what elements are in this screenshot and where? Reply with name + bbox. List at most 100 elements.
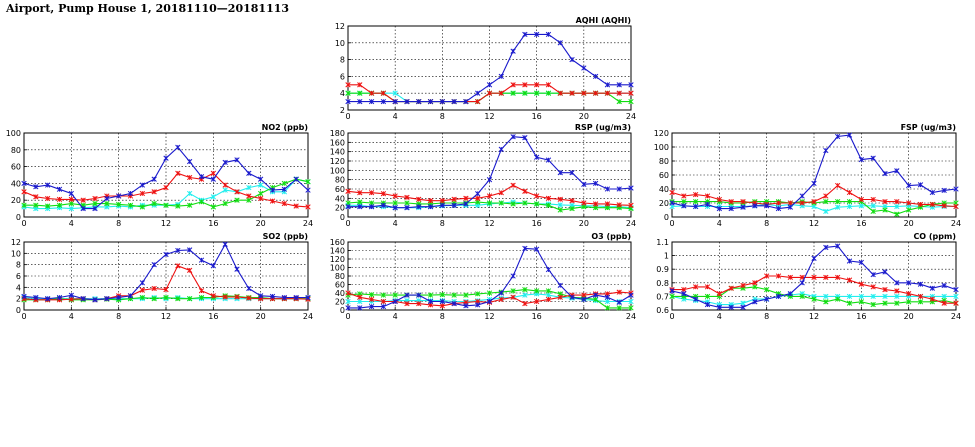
data-point (534, 201, 540, 207)
data-point (151, 262, 157, 268)
data-point (669, 293, 675, 300)
data-point (882, 269, 888, 275)
data-point (581, 292, 587, 298)
data-point (380, 98, 387, 105)
y-tick-label: 100 (330, 166, 345, 175)
data-point (752, 284, 758, 290)
data-point (175, 203, 181, 209)
data-point (345, 82, 351, 88)
data-point (787, 274, 793, 281)
data-point (198, 294, 205, 301)
data-point (68, 296, 74, 302)
data-point (740, 304, 746, 310)
data-point (222, 182, 228, 188)
data-point (139, 190, 145, 197)
data-point (463, 292, 469, 298)
data-point (628, 298, 634, 305)
data-point (534, 82, 540, 88)
data-point (439, 198, 445, 204)
y-tick-label: 10 (335, 39, 345, 48)
data-point (392, 200, 398, 206)
data-point (187, 202, 193, 208)
data-point (604, 201, 611, 207)
data-point (498, 90, 504, 96)
data-point (522, 90, 528, 96)
data-point (380, 292, 387, 298)
data-point (752, 280, 758, 286)
data-point (764, 273, 770, 279)
data-point (269, 187, 276, 193)
data-point (592, 292, 599, 298)
data-point (486, 193, 493, 199)
data-point (616, 202, 622, 208)
y-tick-label: 80 (659, 157, 669, 166)
y-tick-label: 40 (335, 289, 345, 298)
x-tick-label: 0 (669, 312, 674, 321)
data-point (68, 200, 74, 207)
data-point (628, 292, 634, 298)
data-point (740, 282, 746, 289)
y-tick-label: 12 (335, 22, 345, 31)
data-point (68, 196, 74, 203)
data-point (775, 293, 782, 300)
data-point (669, 200, 675, 206)
data-point (835, 243, 841, 249)
data-point (305, 294, 311, 301)
x-tick-label: 8 (440, 112, 445, 121)
data-point (929, 296, 935, 302)
data-point (439, 292, 445, 298)
data-point (439, 298, 445, 305)
x-tick-label: 0 (345, 219, 350, 228)
data-point (210, 176, 216, 182)
data-point (941, 187, 947, 194)
data-point (510, 288, 516, 294)
data-point (882, 207, 888, 213)
data-point (906, 299, 912, 305)
data-point (104, 200, 110, 207)
y-tick-label: 0 (16, 213, 21, 222)
data-point (616, 299, 622, 306)
x-tick-label: 4 (69, 312, 74, 321)
data-point (104, 296, 110, 302)
data-point (628, 82, 634, 88)
data-point (45, 296, 51, 302)
data-point (451, 196, 457, 202)
x-tick-label: 0 (669, 219, 674, 228)
data-point (522, 31, 528, 38)
data-point (222, 200, 228, 207)
y-tick-label: 160 (330, 238, 345, 247)
data-point (740, 198, 746, 205)
data-point (775, 205, 782, 212)
chart-title: O3 (ppb) (591, 232, 631, 241)
data-point (486, 298, 493, 305)
data-point (669, 288, 675, 294)
x-tick-label: 24 (626, 219, 636, 228)
data-point (764, 286, 770, 293)
data-point (870, 208, 876, 215)
data-point (45, 203, 51, 209)
data-point (799, 193, 805, 199)
y-tick-label: 80 (11, 146, 21, 155)
data-point (858, 299, 864, 305)
data-point (894, 198, 900, 205)
data-point (716, 304, 722, 310)
data-point (728, 205, 734, 212)
data-point (175, 263, 181, 269)
data-point (811, 296, 817, 302)
y-tick-label: 120 (330, 157, 345, 166)
data-point (127, 190, 134, 197)
data-point (823, 244, 829, 251)
y-tick-label: 20 (659, 199, 669, 208)
data-point (427, 198, 434, 204)
data-point (716, 196, 722, 203)
x-tick-label: 20 (579, 312, 589, 321)
y-tick-label: 0.9 (656, 265, 669, 274)
x-tick-label: 16 (856, 312, 866, 321)
data-point (246, 193, 252, 199)
x-tick-label: 12 (484, 219, 494, 228)
data-point (870, 284, 876, 290)
x-tick-label: 24 (951, 312, 961, 321)
data-point (740, 300, 746, 306)
data-point (56, 294, 63, 301)
data-point (835, 296, 841, 302)
